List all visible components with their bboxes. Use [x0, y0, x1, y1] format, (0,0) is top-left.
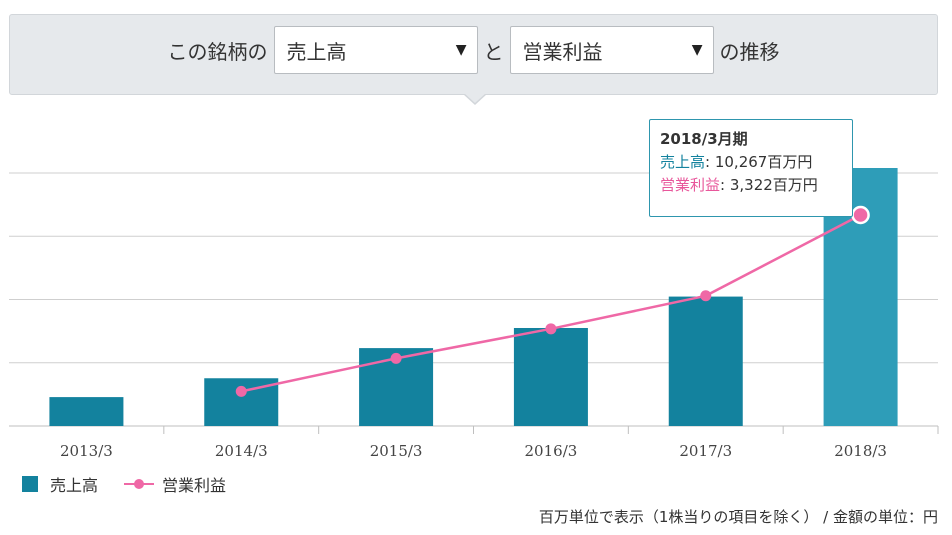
dropdown-arrow-icon: ▼ [691, 42, 703, 58]
metric2-select[interactable]: 営業利益 ▼ [509, 26, 714, 74]
chart-tooltip: 2018/3月期 売上高: 10,267百万円 営業利益: 3,322百万円 [649, 119, 853, 217]
tooltip-series2-value: : 3,322百万円 [720, 176, 818, 194]
tooltip-series1-value: : 10,267百万円 [705, 153, 813, 171]
bar-2013/3 [49, 397, 124, 426]
x-tick-label: 2015/3 [370, 442, 423, 460]
selector-suffix: の推移 [719, 39, 780, 64]
metric1-select-value: 売上高 [286, 39, 347, 64]
x-tick-label: 2014/3 [215, 442, 268, 460]
tooltip-series2-label: 営業利益 [660, 176, 721, 194]
x-tick-label: 2017/3 [679, 442, 732, 460]
metric1-select[interactable]: 売上高 ▼ [273, 26, 478, 74]
tooltip-series1-label: 売上高 [660, 153, 706, 171]
legend-series2-label[interactable]: 営業利益 [162, 476, 227, 495]
legend-series1-label[interactable]: 売上高 [50, 476, 99, 495]
x-tick-label: 2013/3 [60, 442, 113, 460]
legend-bar-swatch[interactable] [22, 476, 38, 492]
chart-legend: 売上高 営業利益 [22, 472, 226, 496]
x-tick-label: 2018/3 [834, 442, 887, 460]
x-tick-label: 2016/3 [525, 442, 578, 460]
panel-pointer-inner [464, 93, 486, 103]
dropdown-arrow-icon: ▼ [455, 42, 467, 58]
line-point [545, 323, 557, 335]
bar-2017/3 [668, 296, 743, 426]
metric2-select-value: 営業利益 [522, 39, 603, 64]
selector-row: この銘柄の 売上高 ▼ と 営業利益 ▼ の推移 [10, 25, 937, 75]
bar-2016/3 [513, 327, 588, 426]
selector-connector: と [483, 39, 504, 64]
line-point [700, 290, 712, 302]
line-point [235, 385, 247, 397]
legend-line-swatch[interactable] [124, 476, 155, 492]
line-point-highlighted [851, 205, 870, 225]
line-point [390, 352, 402, 364]
chart-area: 2013/3 2014/3 2015/3 2016/3 2017/3 2018/3 [9, 168, 939, 460]
units-footnote: 百万単位で表示（1株当りの項目を除く） / 金額の単位：円 [538, 508, 938, 526]
selector-panel: この銘柄の 売上高 ▼ と 営業利益 ▼ の推移 [9, 14, 938, 95]
tooltip-title: 2018/3月期 [660, 130, 748, 148]
selector-prefix: この銘柄の [167, 39, 268, 64]
